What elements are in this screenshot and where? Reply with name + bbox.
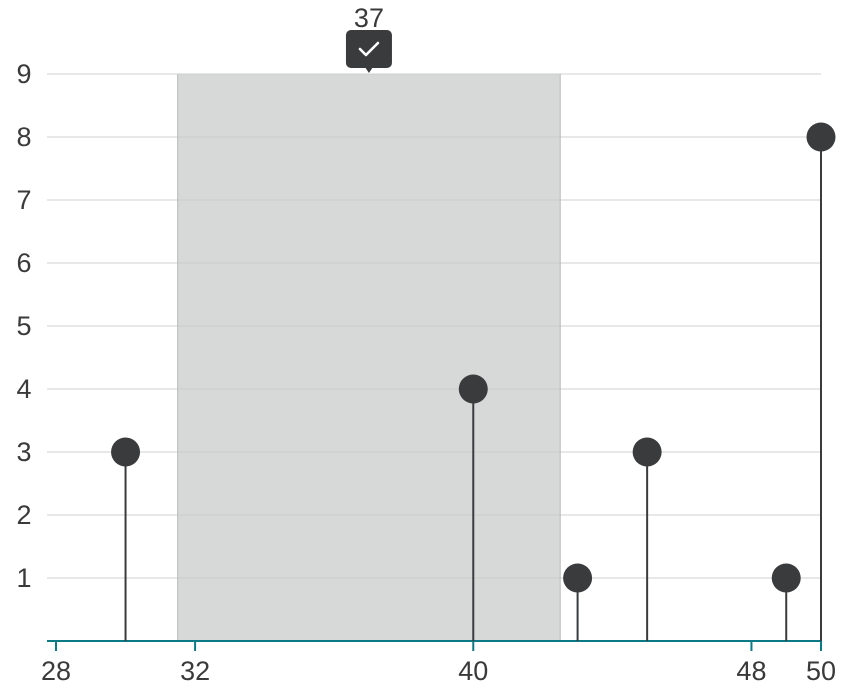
marker-pointer (364, 67, 373, 73)
data-point[interactable] (806, 122, 836, 152)
x-tick-label: 50 (806, 656, 836, 686)
y-tick-label: 8 (16, 122, 31, 152)
x-axis (47, 640, 822, 651)
data-point[interactable] (632, 437, 662, 467)
check-icon (358, 41, 380, 57)
data-point[interactable] (458, 374, 488, 404)
stems (111, 122, 836, 641)
y-tick-label: 2 (16, 500, 31, 530)
data-point[interactable] (563, 563, 593, 593)
marker-value-label: 37 (354, 3, 384, 33)
data-point[interactable] (771, 563, 801, 593)
y-tick-label: 7 (16, 185, 31, 215)
x-tick-label: 32 (180, 656, 210, 686)
highlight-band-layer (177, 74, 561, 641)
data-point[interactable] (111, 437, 141, 467)
y-tick-label: 1 (16, 563, 31, 593)
y-tick-label: 3 (16, 437, 31, 467)
y-tick-label: 9 (16, 59, 31, 89)
x-tick-labels: 28 32 40 48 50 (41, 656, 836, 686)
y-tick-label: 4 (16, 374, 31, 404)
x-tick-label: 28 (41, 656, 71, 686)
marker-handle[interactable] (345, 30, 392, 68)
value-marker[interactable]: 37 (345, 3, 392, 73)
y-tick-label: 6 (16, 248, 31, 278)
x-tick-label: 40 (458, 656, 488, 686)
highlight-band[interactable] (177, 74, 561, 641)
y-tick-label: 5 (16, 311, 31, 341)
y-tick-labels: 1 2 3 4 5 6 7 8 9 (16, 59, 31, 593)
x-tick-label: 48 (736, 656, 766, 686)
